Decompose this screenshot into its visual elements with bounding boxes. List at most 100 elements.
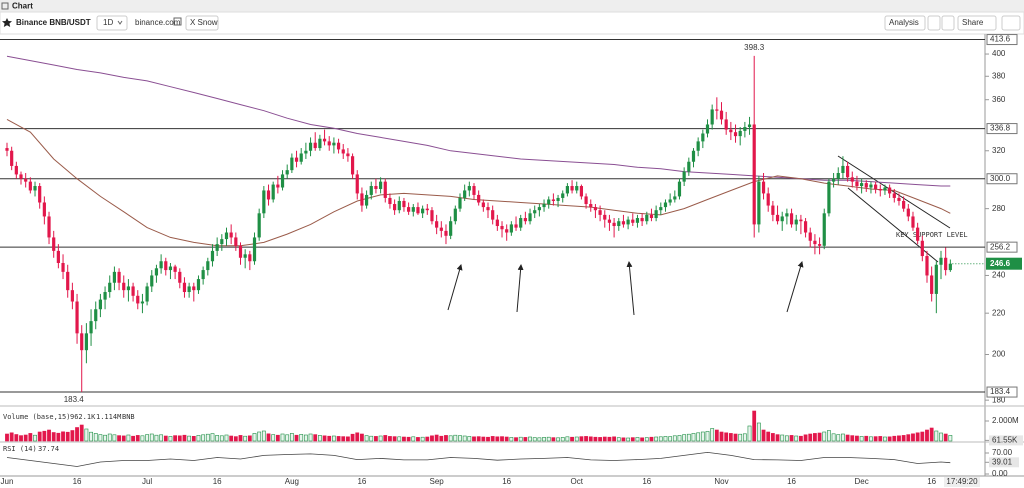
volume-bar (845, 434, 850, 442)
candle-body (537, 207, 541, 211)
candle-body (439, 227, 443, 231)
volume-bar (107, 433, 112, 442)
candle-body (350, 156, 355, 175)
candle-body (743, 127, 747, 131)
candle-body (173, 266, 177, 272)
candle-body (38, 186, 42, 203)
volume-bar (929, 427, 934, 442)
volume-bar (658, 436, 663, 442)
candle-body (869, 184, 873, 188)
candle-body (481, 202, 485, 208)
candle-body (738, 130, 742, 137)
volume-bar (607, 436, 612, 442)
volume-bar (299, 434, 304, 442)
candle-body (84, 333, 88, 351)
symbol[interactable]: Binance BNB/USDT (16, 18, 91, 27)
volume-bar (883, 436, 887, 442)
interval-button[interactable] (96, 15, 128, 31)
volume-bar (439, 435, 444, 442)
volume-bar (766, 431, 771, 442)
favorite-star[interactable] (2, 18, 12, 27)
candle-body (187, 286, 191, 293)
rsi-tick-label: 70.00 (992, 448, 1013, 457)
candle-body (94, 309, 98, 322)
volume-tick-label: 61.55K (992, 435, 1018, 444)
volume-bar (364, 435, 369, 442)
volume-bar (630, 437, 635, 442)
analysis-label[interactable]: Analysis (889, 18, 919, 27)
volume-bar (490, 436, 495, 442)
volume-bar (794, 435, 799, 442)
candle-body (682, 171, 686, 182)
candle-body (393, 204, 397, 211)
candle-body (154, 268, 159, 276)
time-label: 17:49:20 (946, 477, 978, 486)
level-label-box (986, 34, 1018, 46)
volume-bar (827, 430, 831, 442)
x-tick-label: 16 (642, 477, 651, 486)
analysis-button[interactable] (884, 15, 926, 31)
source[interactable]: binance.com (135, 18, 181, 27)
volume-bar (887, 436, 892, 442)
moving-average (6, 118, 951, 247)
volume-bar (257, 431, 262, 442)
x-tick-label: 16 (357, 477, 366, 486)
candle-body (785, 213, 789, 217)
candle-body (696, 141, 700, 151)
candle-body (402, 200, 406, 208)
candle-body (425, 208, 429, 211)
candle-body (336, 142, 341, 150)
volume-bar (224, 434, 229, 442)
fullscreen-button[interactable] (1001, 15, 1021, 31)
candle-body (911, 216, 915, 228)
candle-body (248, 254, 252, 262)
author[interactable]: X Snow (190, 18, 218, 27)
volume-bar (453, 434, 458, 442)
volume-bar (668, 436, 673, 442)
volume-bar (518, 436, 523, 442)
window-icon (1, 2, 9, 10)
candle-body (220, 239, 224, 245)
level-label-box (986, 241, 1018, 253)
external-link-icon[interactable] (173, 17, 182, 26)
volume-legend: Volume (base,15) (3, 413, 70, 421)
candle-body (874, 184, 878, 189)
volume-bar (266, 433, 271, 442)
candle-body (201, 270, 205, 280)
volume-bar (187, 435, 192, 442)
volume-bar (649, 436, 654, 442)
volume-bar (920, 431, 925, 442)
arrow (786, 261, 804, 313)
volume-bar (28, 433, 33, 442)
candle-body (547, 199, 551, 205)
settings-button[interactable] (927, 15, 941, 31)
volume-bar (33, 434, 37, 442)
interval[interactable]: 1D (103, 18, 113, 27)
candle-body (383, 181, 387, 198)
volume-bar (822, 431, 827, 442)
volume-bar (831, 433, 836, 442)
candle-body (878, 188, 882, 191)
candle-body (883, 187, 887, 191)
volume-bar (173, 435, 178, 442)
volume-bar (346, 436, 350, 442)
candle-body (916, 227, 920, 241)
share-button[interactable] (957, 15, 997, 31)
share-label[interactable]: Share (962, 18, 984, 27)
candle-body (206, 261, 210, 271)
draw-button[interactable] (941, 15, 955, 31)
candle-body (528, 213, 532, 222)
volume-bar (177, 435, 182, 442)
rsi-tick-label: 0.00 (992, 469, 1008, 478)
y-tick-label: 240 (992, 271, 1006, 280)
candle-body (196, 279, 201, 291)
volume-bar (640, 437, 645, 442)
moving-average (6, 55, 951, 187)
volume-bar (350, 433, 355, 442)
author-button[interactable] (185, 15, 219, 31)
candle-body (262, 190, 266, 214)
volume-bar (135, 435, 140, 442)
candle-body (416, 207, 420, 214)
volume-bar (612, 436, 617, 442)
candle-body (47, 216, 51, 238)
